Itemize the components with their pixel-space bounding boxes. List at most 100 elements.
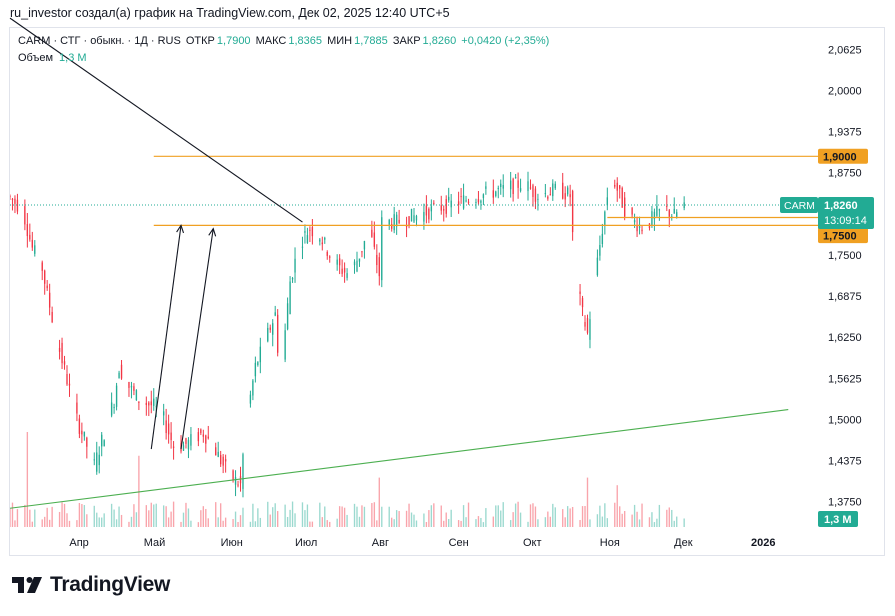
volume-bar	[130, 516, 133, 527]
candle-body	[81, 430, 83, 435]
ohlc-legend: CARM · СТГ · обыкн. · 1Д · RUS ОТКР 1,790…	[18, 35, 551, 47]
candle-body	[78, 418, 81, 434]
arrow-line[interactable]	[150, 225, 182, 450]
volume-bar	[294, 513, 296, 527]
candle-body	[101, 434, 103, 447]
volume-bar	[544, 517, 547, 527]
candle-body	[286, 303, 289, 330]
volume-bar	[606, 518, 609, 527]
volume-bar	[398, 511, 400, 527]
legend-symbol[interactable]: CARM · СТГ · обыкн. · 1Д · RUS	[18, 35, 181, 47]
candle-body	[306, 235, 309, 244]
volume-bar	[110, 503, 113, 527]
level-price-label-box	[818, 228, 868, 244]
volume-bar	[378, 477, 380, 527]
volume-bar	[254, 521, 257, 527]
candle-body	[398, 219, 400, 223]
volume-bar	[26, 432, 29, 527]
volume-bar	[433, 503, 435, 527]
tradingview-logo-icon	[12, 577, 42, 593]
volume-bar	[648, 517, 651, 527]
candle-body	[619, 185, 621, 189]
footer-brand: TradingView	[12, 573, 170, 597]
volume-bar	[631, 514, 633, 527]
volume-bar	[562, 509, 564, 527]
y-tick-label: 1,3750	[828, 497, 862, 509]
volume-bar	[579, 519, 581, 527]
resistance-trendline[interactable]	[9, 17, 303, 223]
x-tick-label: Апр	[69, 537, 88, 549]
candle-body	[393, 214, 395, 231]
volume-bar	[373, 502, 376, 527]
candle-body	[485, 186, 487, 189]
y-tick-label: 1,8750	[828, 168, 862, 180]
y-tick-label: 1,5000	[828, 414, 862, 426]
volume-bar	[658, 504, 661, 527]
candle-body	[133, 386, 135, 391]
volume-bar	[445, 512, 447, 527]
y-tick-label: 1,4375	[828, 456, 862, 468]
volume-bar	[547, 511, 549, 527]
candle-body	[343, 267, 346, 273]
volume-bar	[428, 510, 430, 527]
candle-body	[259, 346, 262, 363]
volume-bar	[425, 522, 428, 527]
candle-body	[16, 199, 19, 212]
candle-body	[676, 212, 678, 217]
volume-bar	[581, 506, 584, 527]
candle-body	[113, 407, 115, 409]
volume-bar	[24, 504, 26, 527]
support-trendline[interactable]	[9, 409, 789, 509]
volume-bar	[259, 517, 262, 527]
candle-body	[237, 484, 239, 486]
arrow-line[interactable]	[180, 228, 214, 450]
candle-body	[185, 438, 187, 444]
volume-bar	[197, 522, 200, 527]
volume-bar	[96, 512, 98, 527]
candle-body	[658, 209, 661, 211]
candle-body	[361, 251, 363, 253]
candle-body	[606, 197, 609, 206]
volume-bar	[234, 511, 237, 527]
volume-bar	[182, 512, 185, 527]
volume-bar	[115, 519, 118, 527]
volume-bar	[408, 503, 410, 527]
volume-bar	[656, 518, 658, 527]
volume-label[interactable]: Объем	[18, 52, 54, 64]
volume-bar	[11, 502, 14, 527]
candle-body	[145, 402, 148, 406]
candle-body	[269, 327, 271, 330]
candle-body	[51, 311, 53, 323]
candle-body	[584, 322, 586, 327]
volume-bar	[586, 477, 589, 527]
volume-bar	[462, 505, 465, 527]
candle-body	[48, 292, 51, 308]
volume-bar	[172, 501, 175, 527]
volume-bar	[148, 510, 150, 527]
volume-bar	[239, 515, 242, 527]
volume-bar	[222, 520, 224, 527]
level-price-label: 1,7500	[823, 231, 857, 243]
candle-body	[224, 459, 227, 462]
candle-body	[571, 190, 574, 233]
candle-body	[86, 437, 88, 447]
volume-bar	[343, 507, 346, 527]
candle-body	[552, 183, 554, 197]
candle-body	[460, 196, 462, 198]
volume-bar	[554, 507, 556, 527]
candle-body	[353, 261, 356, 266]
volume-bar	[361, 505, 363, 527]
volume-bar	[205, 508, 207, 527]
arrow-head	[176, 224, 185, 234]
volume-bar	[527, 521, 529, 527]
y-tick-label: 1,9375	[828, 127, 862, 139]
candle-body	[599, 245, 601, 256]
volume-bar	[651, 512, 653, 527]
volume-bar	[78, 502, 81, 527]
volume-bar	[569, 508, 571, 527]
candle-body	[614, 184, 616, 187]
volume-bar	[150, 502, 152, 527]
candle-body	[31, 239, 33, 248]
volume-bar	[671, 509, 673, 527]
